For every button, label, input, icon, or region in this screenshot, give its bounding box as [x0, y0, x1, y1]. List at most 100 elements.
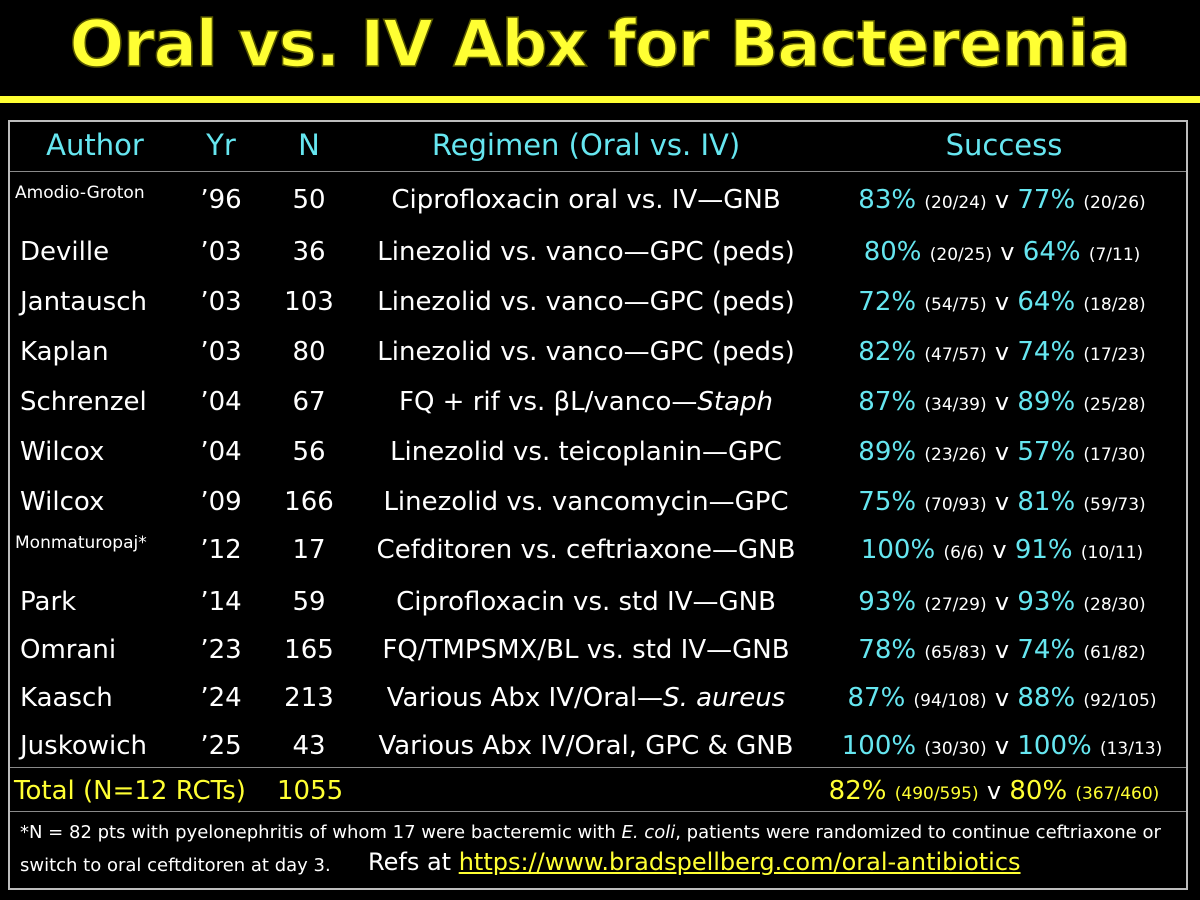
total-success: 82% (490/595) v 80% (367/460): [829, 776, 1160, 806]
iv-pct: 91%: [1014, 535, 1073, 565]
regimen-text: Ciprofloxacin vs. std IV—GNB: [396, 587, 776, 617]
row-n: 56: [292, 437, 326, 467]
row-success: 72% (54/75) v 64% (18/28): [858, 287, 1145, 317]
header-success: Success: [945, 128, 1063, 162]
total-divider-bottom: [10, 811, 1186, 812]
row-success: 87% (94/108) v 88% (92/105): [847, 683, 1156, 713]
refs-label: Refs at: [368, 848, 459, 876]
iv-pct: 89%: [1017, 387, 1076, 417]
footnote-line-1: *N = 82 pts with pyelonephritis of whom …: [20, 822, 1161, 843]
total-oral-frac: (490/595): [894, 784, 979, 804]
regimen-text: FQ/TMPSMX/BL vs. std IV—GNB: [382, 635, 790, 665]
versus: v: [1000, 238, 1015, 266]
iv-frac: (10/11): [1080, 543, 1144, 563]
regimen-text: FQ + rif vs. βL/vanco—: [399, 387, 698, 417]
footnote-organism: E. coli: [621, 822, 676, 843]
iv-pct: 100%: [1017, 731, 1092, 761]
row-author: Schrenzel: [20, 387, 147, 417]
iv-frac: (13/13): [1099, 739, 1163, 759]
footnote-line-2: switch to oral ceftditoren at day 3.: [20, 855, 331, 876]
row-n: 165: [284, 635, 334, 665]
total-divider-top: [10, 767, 1186, 768]
row-year: ’12: [200, 535, 242, 565]
oral-pct: 89%: [858, 437, 917, 467]
row-regimen: Linezolid vs. vanco—GPC (peds): [377, 337, 795, 367]
oral-pct: 87%: [858, 387, 917, 417]
oral-frac: (30/30): [924, 739, 987, 759]
oral-pct: 82%: [858, 337, 917, 367]
total-oral-pct: 82%: [828, 776, 887, 806]
refs-link[interactable]: https://www.bradspellberg.com/oral-antib…: [458, 848, 1021, 876]
regimen-organism: Staph: [697, 387, 773, 417]
row-n: 103: [284, 287, 334, 317]
iv-frac: (17/23): [1083, 345, 1146, 365]
row-author: Wilcox: [20, 487, 105, 517]
total-iv-pct: 80%: [1009, 776, 1068, 806]
row-year: ’14: [200, 587, 242, 617]
oral-frac: (54/75): [924, 295, 987, 315]
oral-frac: (6/6): [943, 543, 985, 563]
row-success: 75% (70/93) v 81% (59/73): [858, 487, 1145, 517]
regimen-text: Cefditoren vs. ceftriaxone—GNB: [376, 535, 796, 565]
iv-pct: 77%: [1017, 185, 1076, 215]
iv-pct: 64%: [1022, 237, 1081, 267]
row-author: Omrani: [20, 635, 117, 665]
iv-pct: 74%: [1017, 635, 1076, 665]
regimen-organism: S. aureus: [663, 683, 786, 713]
oral-pct: 83%: [858, 185, 917, 215]
row-year: ’09: [200, 487, 242, 517]
iv-pct: 81%: [1017, 487, 1076, 517]
iv-frac: (25/28): [1083, 395, 1146, 415]
versus: v: [994, 288, 1010, 316]
regimen-text: Linezolid vs. vancomycin—GPC: [383, 487, 789, 517]
oral-pct: 75%: [858, 487, 917, 517]
row-n: 59: [292, 587, 326, 617]
row-regimen: Various Abx IV/Oral—S. aureus: [387, 683, 785, 713]
oral-frac: (34/39): [924, 395, 987, 415]
total-label: Total (N=12 RCTs): [14, 776, 246, 806]
row-n: 43: [292, 731, 326, 761]
row-year: ’04: [200, 437, 242, 467]
row-author: Jantausch: [20, 287, 148, 317]
oral-pct: 72%: [858, 287, 917, 317]
row-n: 67: [292, 387, 326, 417]
row-success: 93% (27/29) v 93% (28/30): [858, 587, 1145, 617]
row-success: 83% (20/24) v 77% (20/26): [858, 185, 1145, 215]
versus: v: [994, 732, 1010, 760]
row-year: ’25: [200, 731, 242, 761]
oral-pct: 87%: [847, 683, 906, 713]
row-regimen: Linezolid vs. vanco—GPC (peds): [377, 237, 795, 267]
row-author: Kaplan: [20, 337, 109, 367]
oral-frac: (20/25): [929, 245, 993, 265]
oral-pct: 93%: [858, 587, 917, 617]
regimen-text: Linezolid vs. vanco—GPC (peds): [377, 287, 795, 317]
header-regimen: Regimen (Oral vs. IV): [431, 128, 741, 162]
iv-pct: 74%: [1017, 337, 1076, 367]
row-author: Kaasch: [20, 683, 113, 713]
row-year: ’04: [200, 387, 242, 417]
footnote-text-b: , patients were randomized to continue c…: [675, 822, 1161, 843]
row-year: ’23: [200, 635, 242, 665]
row-year: ’96: [200, 185, 242, 215]
title-underline: [0, 96, 1200, 103]
row-year: ’03: [200, 337, 242, 367]
row-author: Amodio-Groton: [15, 183, 145, 203]
regimen-text: Linezolid vs. teicoplanin—GPC: [390, 437, 782, 467]
row-year: ’03: [200, 237, 242, 267]
row-regimen: Ciprofloxacin vs. std IV—GNB: [396, 587, 776, 617]
versus: v: [994, 338, 1010, 366]
row-author: Park: [20, 587, 77, 617]
row-success: 100% (30/30) v 100% (13/13): [842, 731, 1162, 761]
versus: v: [992, 536, 1007, 564]
row-success: 100% (6/6) v 91% (10/11): [861, 535, 1143, 565]
iv-pct: 88%: [1017, 683, 1076, 713]
oral-frac: (20/24): [924, 193, 987, 213]
versus: v: [994, 488, 1010, 516]
total-versus: v: [986, 777, 1002, 805]
regimen-text: Linezolid vs. vanco—GPC (peds): [377, 337, 795, 367]
row-regimen: Linezolid vs. vanco—GPC (peds): [377, 287, 795, 317]
row-n: 50: [292, 185, 326, 215]
oral-frac: (70/93): [924, 495, 987, 515]
refs-line: Refs at https://www.bradspellberg.com/or…: [368, 848, 1021, 876]
oral-pct: 100%: [860, 535, 936, 565]
